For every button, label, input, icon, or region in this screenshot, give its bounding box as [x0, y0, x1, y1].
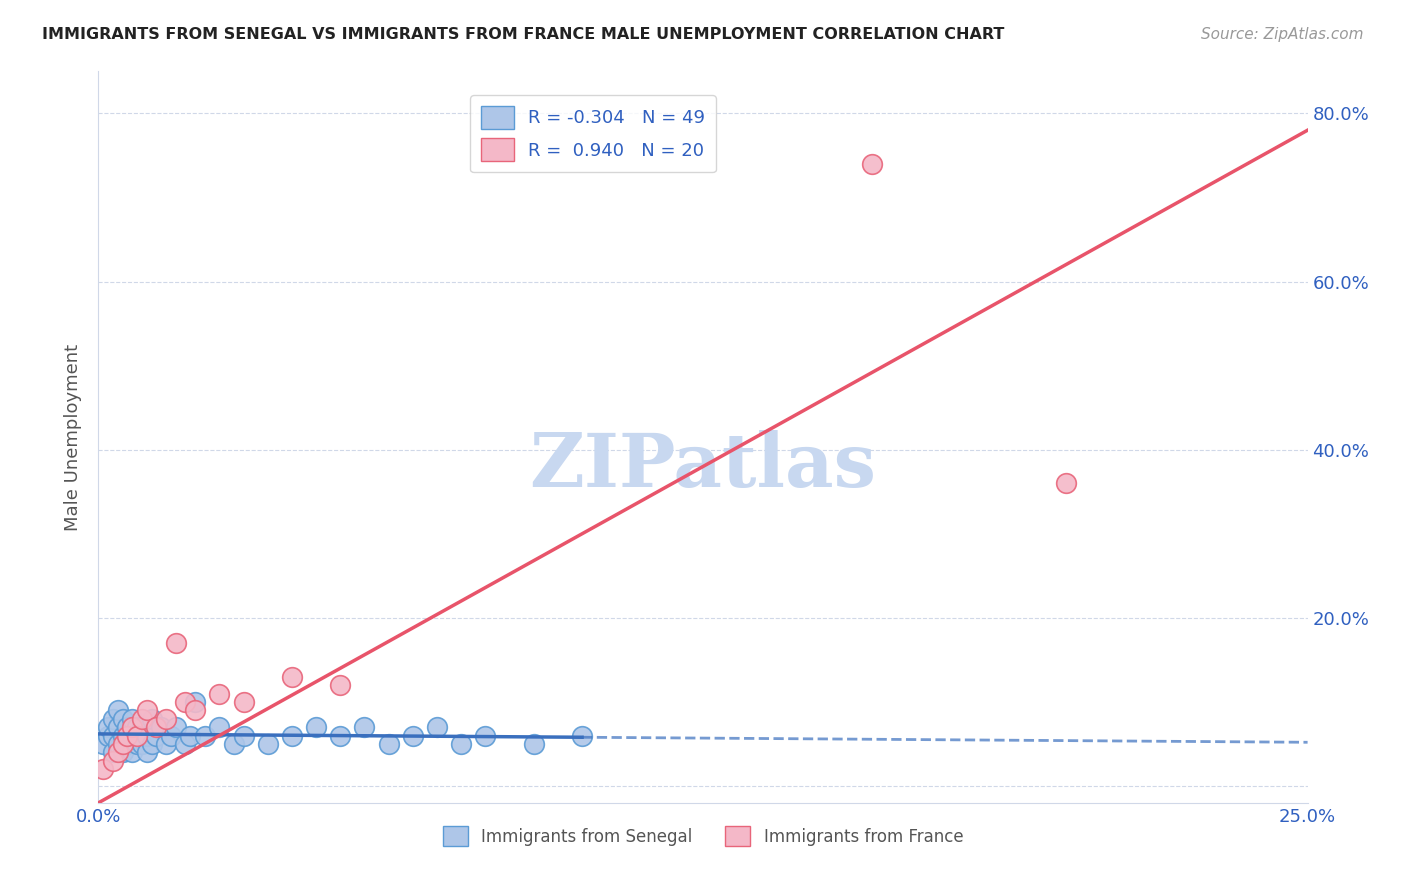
- Point: [174, 695, 197, 709]
- Point: [101, 712, 124, 726]
- Point: [281, 670, 304, 684]
- Point: [111, 737, 134, 751]
- Point: [155, 712, 177, 726]
- Point: [141, 737, 163, 751]
- Point: [97, 729, 120, 743]
- Point: [121, 720, 143, 734]
- Point: [127, 737, 149, 751]
- Point: [165, 720, 187, 734]
- Point: [281, 729, 304, 743]
- Point: [131, 720, 153, 734]
- Point: [402, 729, 425, 743]
- Point: [329, 729, 352, 743]
- Point: [91, 737, 114, 751]
- Point: [135, 729, 157, 743]
- Point: [101, 745, 124, 759]
- Point: [426, 720, 449, 734]
- Point: [135, 703, 157, 717]
- Point: [131, 712, 153, 726]
- Point: [194, 729, 217, 743]
- Point: [174, 737, 197, 751]
- Point: [121, 712, 143, 726]
- Point: [135, 745, 157, 759]
- Point: [222, 737, 245, 751]
- Point: [160, 729, 183, 743]
- Point: [111, 745, 134, 759]
- Point: [184, 703, 207, 717]
- Point: [91, 762, 114, 776]
- Point: [145, 720, 167, 734]
- Point: [145, 729, 167, 743]
- Point: [101, 729, 124, 743]
- Point: [523, 737, 546, 751]
- Point: [1054, 476, 1077, 491]
- Point: [232, 729, 254, 743]
- Point: [305, 720, 328, 734]
- Point: [208, 686, 231, 700]
- Point: [155, 737, 177, 751]
- Point: [107, 703, 129, 717]
- Point: [329, 678, 352, 692]
- Point: [121, 745, 143, 759]
- Point: [97, 720, 120, 734]
- Point: [117, 729, 139, 743]
- Point: [121, 729, 143, 743]
- Point: [571, 729, 593, 743]
- Point: [165, 636, 187, 650]
- Y-axis label: Male Unemployment: Male Unemployment: [65, 343, 83, 531]
- Text: Source: ZipAtlas.com: Source: ZipAtlas.com: [1201, 27, 1364, 42]
- Point: [107, 745, 129, 759]
- Point: [107, 720, 129, 734]
- Point: [107, 737, 129, 751]
- Legend: Immigrants from Senegal, Immigrants from France: Immigrants from Senegal, Immigrants from…: [436, 820, 970, 853]
- Point: [353, 720, 375, 734]
- Text: ZIPatlas: ZIPatlas: [530, 430, 876, 503]
- Point: [450, 737, 472, 751]
- Point: [127, 729, 149, 743]
- Point: [111, 712, 134, 726]
- Point: [232, 695, 254, 709]
- Point: [141, 712, 163, 726]
- Point: [101, 754, 124, 768]
- Point: [127, 720, 149, 734]
- Point: [117, 737, 139, 751]
- Point: [256, 737, 278, 751]
- Point: [111, 729, 134, 743]
- Point: [474, 729, 496, 743]
- Point: [131, 737, 153, 751]
- Point: [179, 729, 201, 743]
- Point: [117, 720, 139, 734]
- Point: [208, 720, 231, 734]
- Point: [150, 720, 173, 734]
- Point: [377, 737, 399, 751]
- Text: IMMIGRANTS FROM SENEGAL VS IMMIGRANTS FROM FRANCE MALE UNEMPLOYMENT CORRELATION : IMMIGRANTS FROM SENEGAL VS IMMIGRANTS FR…: [42, 27, 1004, 42]
- Point: [860, 157, 883, 171]
- Point: [184, 695, 207, 709]
